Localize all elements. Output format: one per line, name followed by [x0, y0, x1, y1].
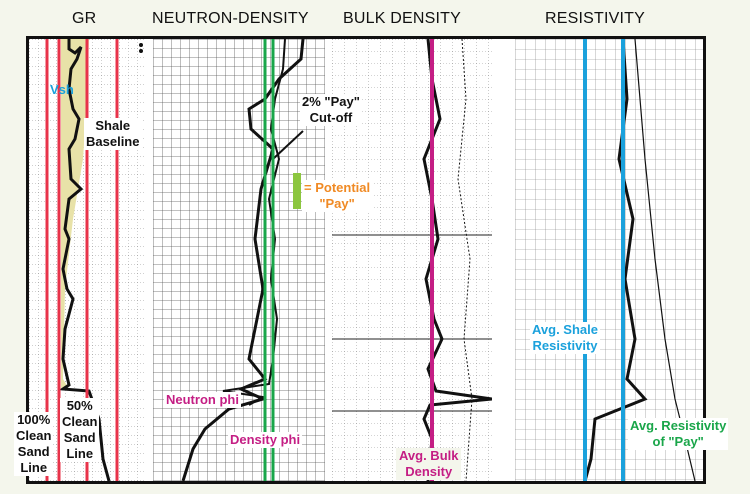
- well-log-frame: [26, 36, 706, 484]
- avg-shale-resistivity-label: Avg. Shale Resistivity: [530, 322, 600, 354]
- clean-sand-100-label: 100% Clean Sand Line: [14, 412, 54, 476]
- avg-bulk-density-label: Avg. Bulk Density: [396, 448, 462, 480]
- density-phi-label: Density phi: [228, 432, 303, 448]
- header-resistivity: RESISTIVITY: [545, 10, 645, 27]
- header-bulk-density: BULK DENSITY: [343, 10, 461, 27]
- shale-baseline-label: Shale Baseline: [84, 118, 142, 150]
- resistivity-track: [515, 39, 703, 481]
- header-gr: GR: [72, 10, 97, 27]
- potential-pay-marker: [293, 173, 301, 209]
- vsh-label: Vsh: [50, 82, 74, 97]
- gr-fill: [61, 39, 89, 389]
- clean-sand-50-label: 50% Clean Sand Line: [60, 398, 100, 462]
- header-neutron-density: NEUTRON-DENSITY: [152, 10, 309, 27]
- neutron-phi-label: Neutron phi: [164, 392, 241, 408]
- avg-resistivity-pay-label: Avg. Resistivity of "Pay": [628, 418, 729, 450]
- pay-cutoff-label: 2% "Pay" Cut-off: [300, 94, 362, 126]
- potential-pay-label: = Potential "Pay": [302, 180, 373, 212]
- gr-curve: [58, 39, 111, 481]
